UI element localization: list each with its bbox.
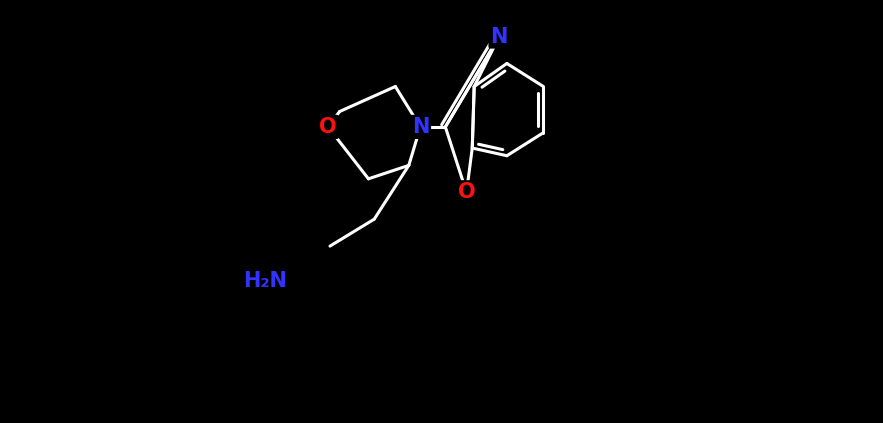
Text: H₂N: H₂N [243, 271, 287, 291]
Text: N: N [411, 117, 429, 137]
Text: O: O [457, 182, 475, 202]
Text: O: O [320, 117, 337, 137]
Text: N: N [490, 27, 508, 47]
